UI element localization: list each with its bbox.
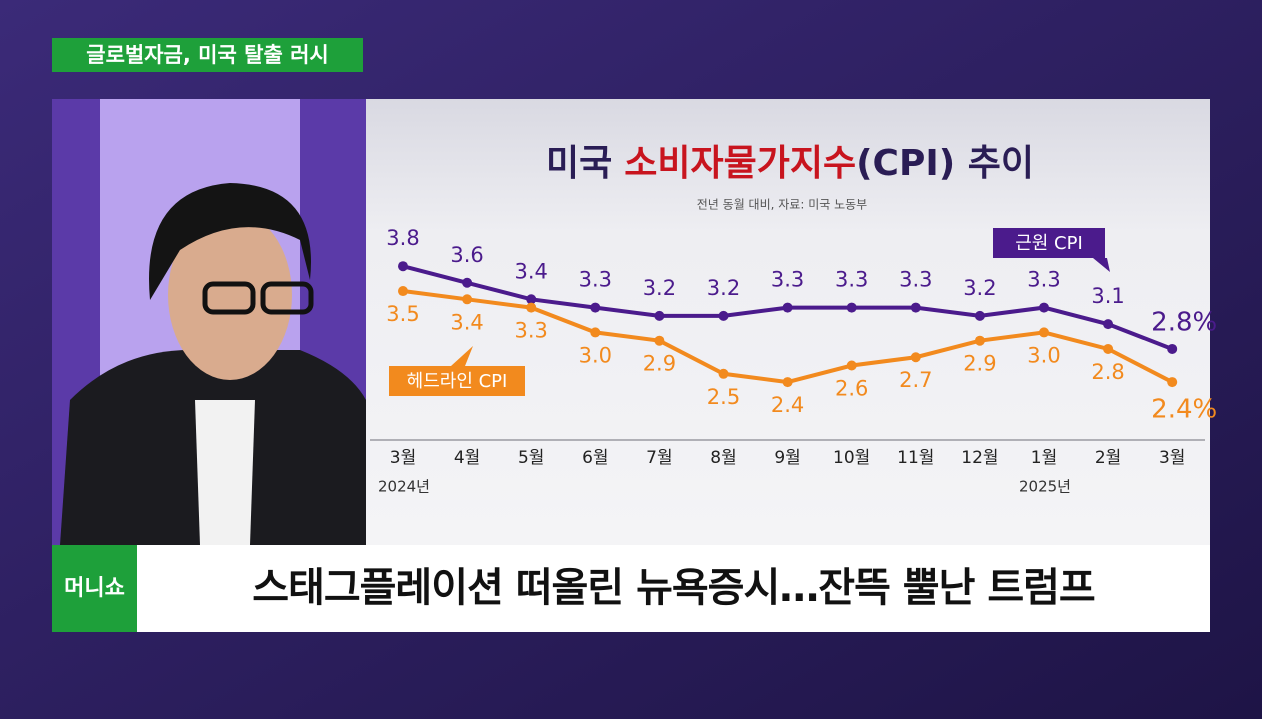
point bbox=[462, 277, 473, 288]
point bbox=[974, 310, 985, 321]
point bbox=[782, 302, 793, 313]
point bbox=[782, 377, 793, 388]
title-part: (CPI) 추이 bbox=[856, 143, 1034, 184]
value-label: 3.2 bbox=[643, 276, 676, 300]
value-label: 3.5 bbox=[386, 302, 419, 326]
legend-box bbox=[993, 228, 1105, 258]
point bbox=[398, 261, 408, 272]
value-label: 3.6 bbox=[450, 243, 483, 267]
x-tick-label: 8월 bbox=[710, 448, 736, 468]
x-tick-label: 11월 bbox=[897, 448, 934, 468]
legend-box bbox=[389, 366, 525, 396]
value-label: 2.9 bbox=[643, 352, 676, 376]
x-tick-label: 7월 bbox=[646, 448, 672, 468]
value-label: 3.4 bbox=[514, 259, 547, 283]
value-label: 3.3 bbox=[771, 268, 804, 292]
value-label: 3.2 bbox=[707, 276, 740, 300]
point bbox=[1039, 302, 1049, 313]
point bbox=[398, 286, 408, 297]
value-label: 3.3 bbox=[579, 268, 612, 292]
point bbox=[718, 368, 729, 379]
value-label: 3.2 bbox=[963, 276, 996, 300]
x-tick-label: 6월 bbox=[582, 448, 608, 468]
value-label: 3.4 bbox=[450, 310, 483, 334]
banner: 글로벌자금, 미국 탈출 러시 bbox=[52, 38, 363, 72]
point bbox=[1167, 377, 1178, 388]
chart-title: 미국 소비자물가지수(CPI) 추이 bbox=[546, 143, 1034, 184]
caption: 스태그플레이션 떠올린 뉴욕증시…잔뜩 뿔난 트럼프 bbox=[137, 545, 1210, 632]
hair bbox=[149, 183, 311, 300]
glasses bbox=[260, 281, 314, 315]
point bbox=[846, 302, 857, 313]
title-part: 미국 bbox=[546, 143, 612, 184]
x-tick-label: 12월 bbox=[961, 448, 998, 468]
legend-pointer bbox=[451, 346, 473, 366]
value-label: 2.5 bbox=[707, 385, 740, 409]
year-label: 2024년 bbox=[378, 478, 430, 496]
title-part: 소비자물가지수 bbox=[624, 143, 856, 184]
point bbox=[526, 294, 537, 305]
shirt bbox=[195, 400, 255, 545]
point bbox=[654, 310, 665, 321]
point bbox=[846, 360, 857, 371]
point bbox=[1039, 327, 1049, 338]
point bbox=[718, 310, 729, 321]
point bbox=[462, 294, 473, 305]
legend-label: 근원 CPI bbox=[1015, 233, 1083, 254]
value-label: 3.8 bbox=[386, 226, 419, 250]
x-tick-label: 3월 bbox=[1159, 448, 1185, 468]
legend-label: 헤드라인 CPI bbox=[407, 371, 508, 392]
value-label: 3.3 bbox=[514, 319, 547, 343]
value-label: 3.0 bbox=[1027, 343, 1060, 367]
point bbox=[590, 327, 601, 338]
point bbox=[526, 302, 537, 313]
x-tick-label: 2월 bbox=[1095, 448, 1121, 468]
face bbox=[168, 210, 292, 380]
value-label: 2.4 bbox=[771, 393, 804, 417]
chart-panel bbox=[366, 99, 1210, 545]
point bbox=[910, 302, 921, 313]
x-tick-label: 10월 bbox=[833, 448, 870, 468]
value-label: 3.3 bbox=[899, 268, 932, 292]
point bbox=[1167, 343, 1178, 354]
value-label: 2.8 bbox=[1091, 360, 1124, 384]
point bbox=[974, 335, 985, 346]
subtitle: 전년 동월 대비, 자료: 미국 노동부 bbox=[697, 198, 867, 212]
value-label: 3.0 bbox=[579, 343, 612, 367]
value-label: 3.3 bbox=[835, 268, 868, 292]
x-tick-label: 5월 bbox=[518, 448, 544, 468]
x-tick-label: 1월 bbox=[1031, 448, 1057, 468]
year-label: 2025년 bbox=[1019, 478, 1071, 496]
legend-pointer bbox=[1093, 258, 1110, 272]
x-tick-label: 4월 bbox=[454, 448, 480, 468]
point bbox=[910, 352, 921, 363]
point bbox=[1103, 343, 1114, 354]
point bbox=[1103, 319, 1114, 330]
value-label: 2.7 bbox=[899, 368, 932, 392]
logo: 머니쇼 bbox=[52, 545, 137, 632]
point bbox=[590, 302, 601, 313]
value-label: 3.3 bbox=[1027, 268, 1060, 292]
value-label: 2.4% bbox=[1151, 395, 1217, 425]
glasses bbox=[202, 281, 256, 315]
value-label: 2.6 bbox=[835, 377, 868, 401]
point bbox=[654, 335, 665, 346]
value-label: 3.1 bbox=[1091, 284, 1124, 308]
value-label: 2.8% bbox=[1151, 307, 1217, 337]
value-label: 2.9 bbox=[963, 352, 996, 376]
x-tick-label: 9월 bbox=[774, 448, 800, 468]
x-tick-label: 3월 bbox=[390, 448, 416, 468]
